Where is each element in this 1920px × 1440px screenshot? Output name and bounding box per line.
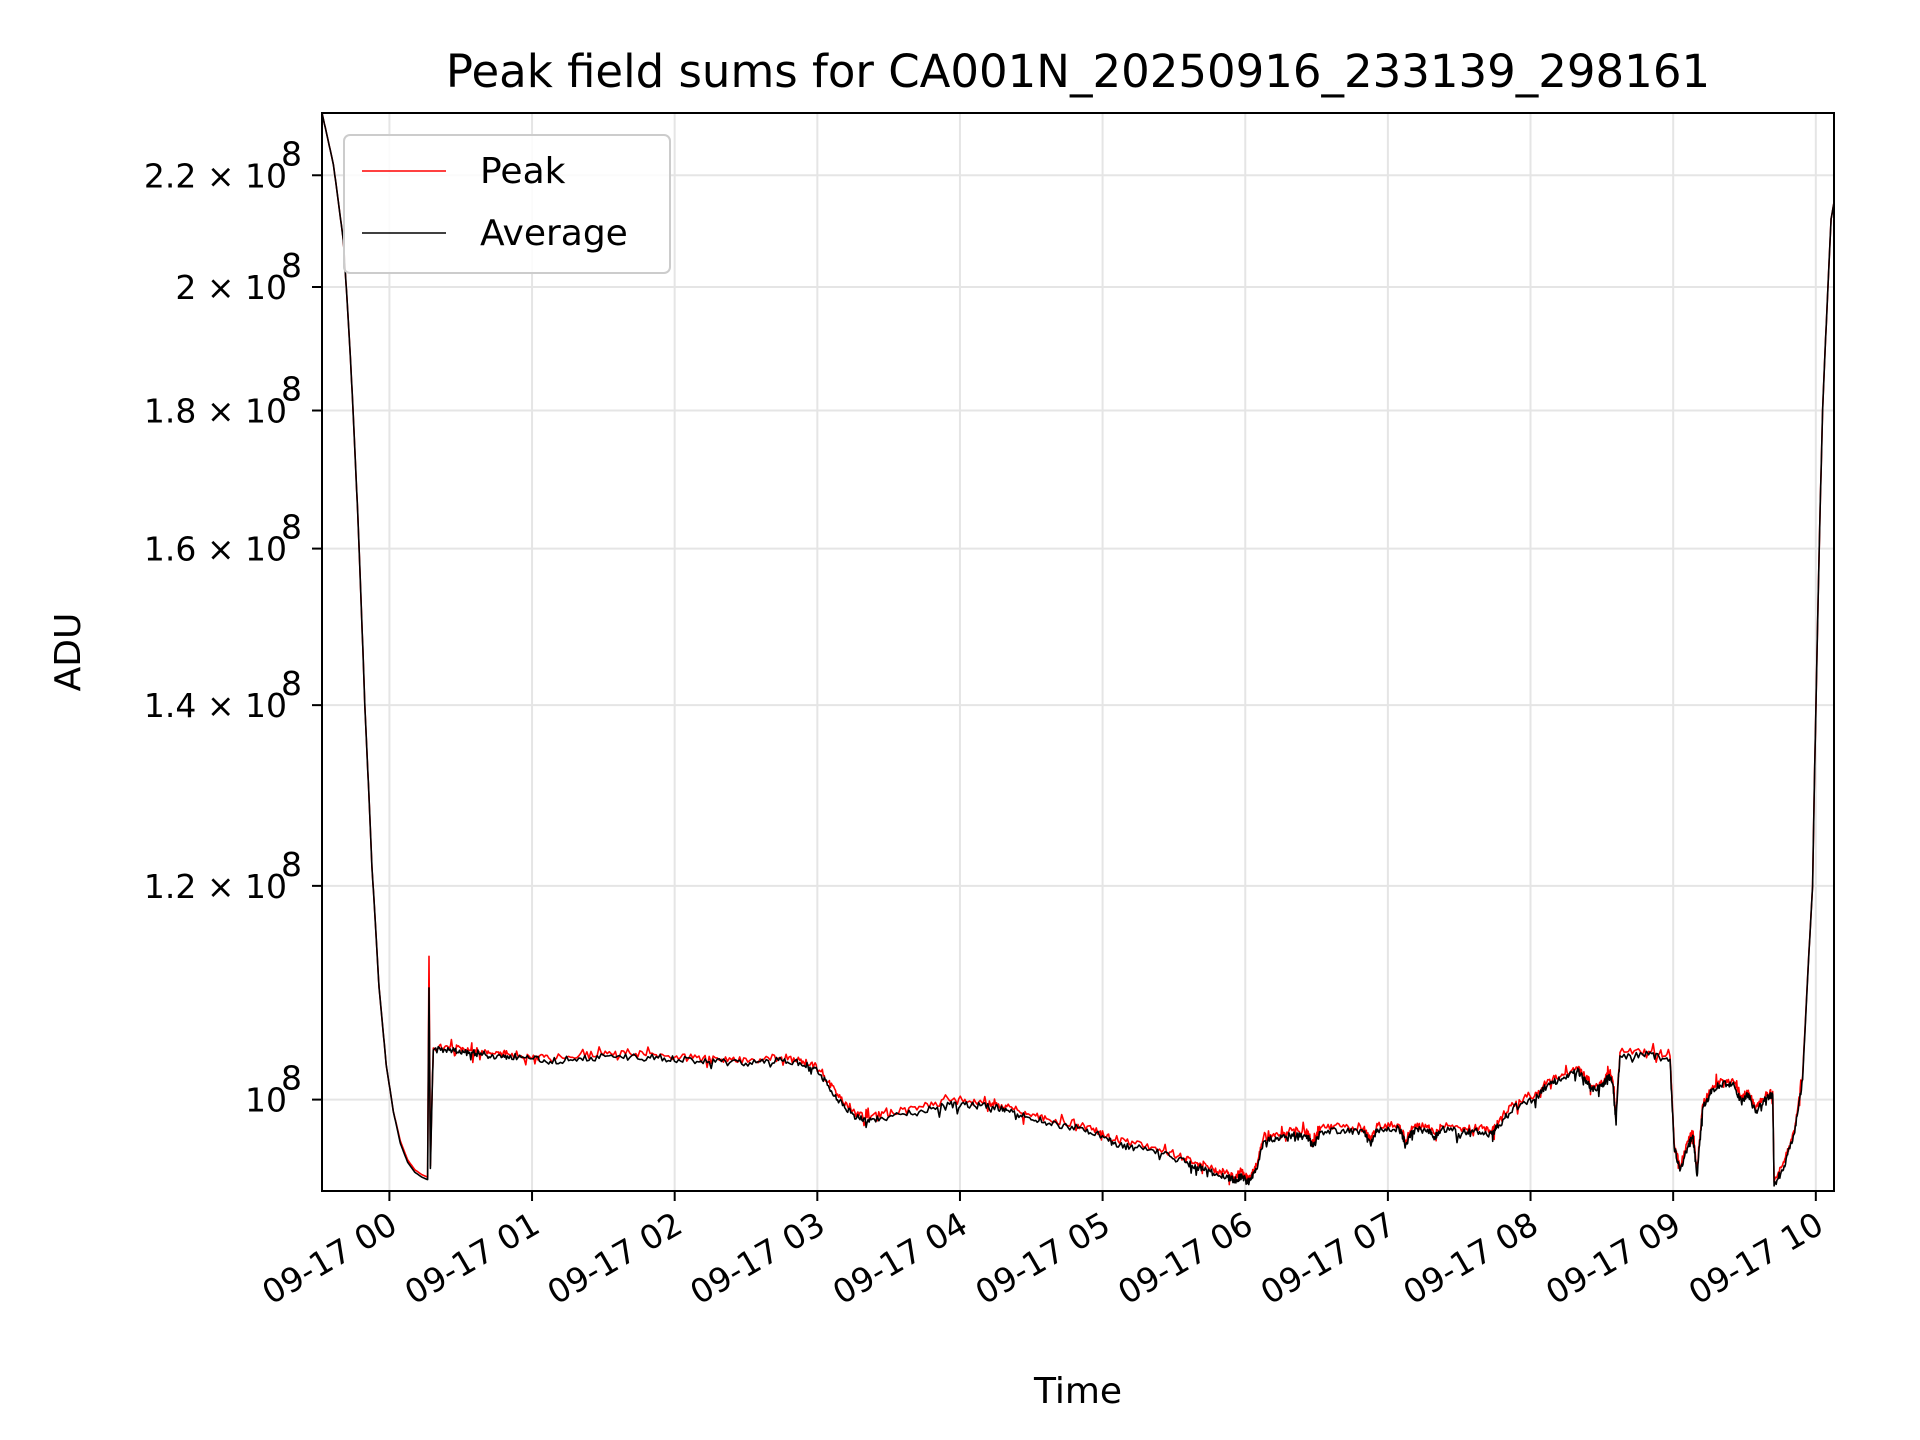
legend-average-label: Average — [480, 213, 628, 254]
legend: Peak Average — [343, 134, 671, 274]
plot-lines — [322, 113, 1834, 1187]
y-tick-mantissa: 10 — [245, 1081, 287, 1120]
y-tick-exponent: 8 — [281, 246, 302, 285]
plot-frame — [321, 112, 1835, 1192]
y-tick-mantissa: 1.2 × 10 — [144, 867, 287, 906]
y-tick-label: 81.6 × 10 — [144, 508, 302, 569]
y-tick-exponent: 8 — [281, 1059, 302, 1098]
y-tick-label: 82.2 × 10 — [144, 134, 302, 195]
legend-peak-label: Peak — [480, 151, 566, 192]
y-tick-mantissa: 1.8 × 10 — [144, 392, 287, 431]
y-tick-label: 81.8 × 10 — [144, 370, 302, 431]
grid — [322, 113, 1834, 1191]
legend-box — [343, 134, 671, 274]
y-tick-exponent: 8 — [281, 664, 302, 703]
y-tick-label: 810 — [245, 1059, 302, 1120]
x-axis-title: Time — [1033, 1371, 1122, 1412]
series-line-average — [322, 113, 1834, 1187]
y-tick-mantissa: 2.2 × 10 — [144, 156, 287, 195]
y-tick-label: 81.4 × 10 — [144, 664, 302, 725]
chart-title: Peak field sums for CA001N_20250916_2331… — [446, 45, 1710, 98]
y-tick-mantissa: 1.6 × 10 — [144, 530, 287, 569]
y-tick-exponent: 8 — [281, 845, 302, 884]
y-tick-label: 81.2 × 10 — [144, 845, 302, 906]
y-tick-exponent: 8 — [281, 508, 302, 547]
y-tick-mantissa: 1.4 × 10 — [144, 686, 287, 725]
y-axis-title: ADU — [48, 613, 89, 692]
y-tick-label: 82 × 10 — [175, 246, 302, 307]
y-tick-mantissa: 2 × 10 — [175, 268, 287, 307]
y-tick-exponent: 8 — [281, 134, 302, 173]
y-tick-exponent: 8 — [281, 370, 302, 409]
